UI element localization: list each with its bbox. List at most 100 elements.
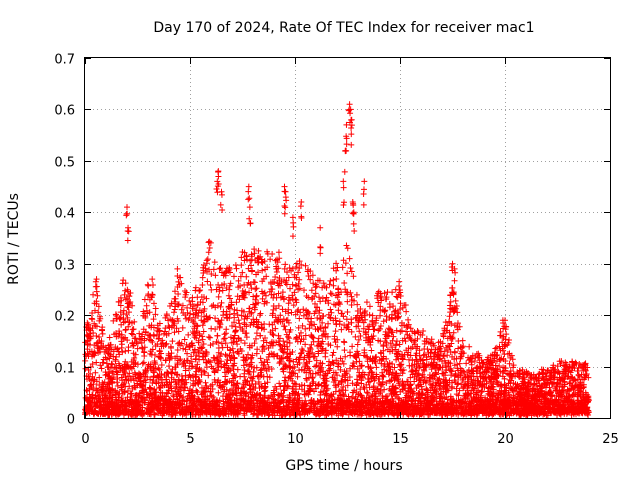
data-point [253, 300, 260, 307]
data-point [142, 386, 149, 393]
data-point [357, 309, 364, 316]
data-point [296, 285, 303, 292]
data-point [382, 296, 389, 303]
data-point [327, 306, 334, 313]
data-point [356, 358, 363, 365]
data-point [399, 370, 406, 377]
data-point [344, 291, 351, 298]
data-point [330, 349, 337, 356]
data-point [272, 273, 279, 280]
data-point [82, 357, 89, 364]
data-point [264, 379, 271, 386]
data-point [186, 297, 193, 304]
data-point [327, 277, 334, 284]
data-point [365, 379, 372, 386]
data-point [96, 313, 103, 320]
data-point [163, 376, 170, 383]
data-point [356, 373, 363, 380]
data-point [399, 367, 406, 374]
data-point [259, 295, 266, 302]
data-point [346, 374, 353, 381]
data-point [178, 306, 185, 313]
data-point [294, 373, 301, 380]
data-point [222, 351, 229, 358]
data-point [332, 388, 339, 395]
data-point [363, 299, 370, 306]
data-point [582, 389, 589, 396]
data-point [447, 349, 454, 355]
data-point [107, 342, 114, 349]
data-point [341, 322, 348, 329]
data-point [125, 347, 132, 354]
data-point [551, 380, 558, 387]
data-point [333, 275, 340, 282]
data-point [217, 303, 224, 310]
data-point [137, 336, 144, 343]
data-point [113, 330, 120, 337]
data-point [386, 304, 393, 311]
data-point [265, 344, 272, 351]
data-point [455, 337, 462, 344]
data-point [96, 333, 103, 340]
data-point [121, 291, 128, 298]
data-point [270, 306, 277, 313]
data-point [200, 356, 207, 363]
data-point [82, 365, 89, 372]
data-point [334, 343, 341, 350]
data-point [352, 315, 359, 322]
data-point [204, 256, 211, 263]
data-point [184, 357, 191, 364]
data-point [170, 392, 177, 399]
data-point [122, 376, 129, 383]
data-point [205, 372, 212, 379]
data-point [583, 370, 590, 377]
grid [85, 58, 610, 418]
data-point [121, 361, 128, 368]
data-point [93, 298, 100, 305]
data-point [289, 281, 296, 288]
data-point [200, 388, 207, 395]
data-point [420, 352, 427, 359]
data-point [334, 264, 341, 271]
data-point [363, 389, 370, 396]
data-point [370, 326, 377, 333]
data-point [340, 360, 347, 367]
data-point [199, 274, 206, 281]
data-point [342, 387, 349, 394]
data-point [246, 289, 253, 296]
data-point [144, 331, 151, 338]
data-point [215, 293, 222, 300]
data-point [218, 299, 225, 306]
data-point [361, 371, 368, 378]
data-point [285, 333, 292, 340]
data-point [365, 339, 372, 346]
data-point [289, 365, 296, 372]
data-point [541, 381, 548, 388]
data-point [218, 317, 225, 324]
data-point [553, 392, 560, 399]
data-point [166, 356, 173, 363]
data-point [533, 374, 540, 381]
data-point [325, 358, 332, 365]
data-point [128, 330, 135, 337]
data-point [92, 369, 99, 376]
data-point [250, 301, 257, 308]
data-point [342, 353, 349, 360]
data-point [514, 381, 521, 388]
data-point [251, 279, 258, 286]
data-point [168, 345, 175, 352]
data-point [340, 391, 347, 398]
data-point [277, 342, 284, 349]
data-point [330, 369, 337, 376]
data-point [149, 379, 156, 386]
data-point [239, 248, 246, 255]
data-point [241, 291, 248, 298]
data-point [387, 327, 394, 334]
data-point [542, 384, 549, 391]
data-point [255, 269, 262, 276]
data-point [159, 337, 166, 344]
data-point [222, 379, 229, 386]
data-point [233, 265, 240, 272]
data-point [360, 384, 367, 391]
data-point [377, 389, 384, 396]
